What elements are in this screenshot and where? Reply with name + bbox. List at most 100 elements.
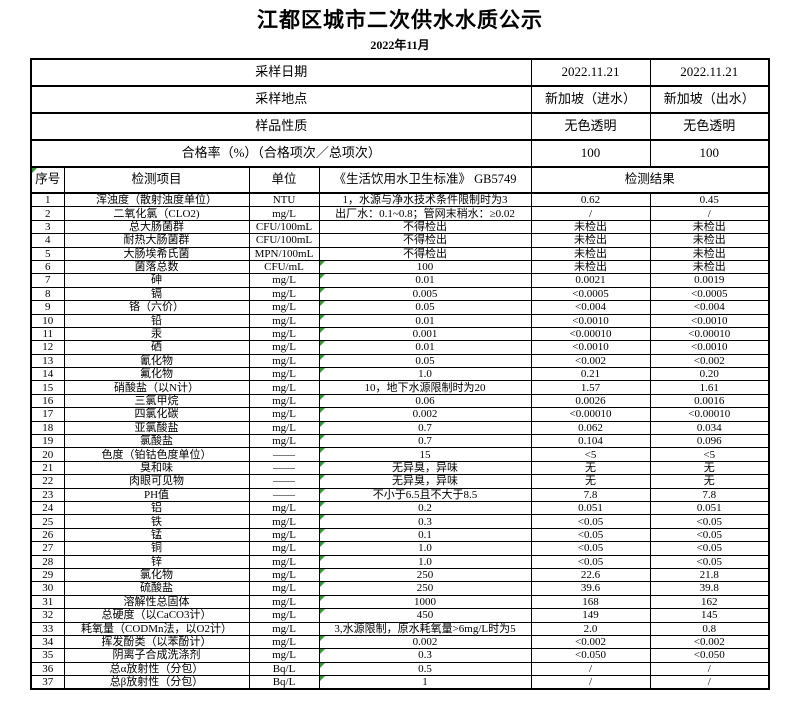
row-item: 臭和味 [63, 460, 250, 476]
row-standard: 250 [318, 567, 532, 583]
water-quality-notice: 江都区城市二次供水水质公示 2022年11月 采样日期 2022.11.21 2… [30, 8, 771, 691]
row-item: 挥发酚类（以苯酚计） [63, 634, 250, 650]
sample-nature-label: 样品性质 [30, 112, 532, 141]
row-result-outlet: 0.096 [649, 434, 770, 449]
row-result-inlet: <0.05 [530, 541, 651, 556]
table-row: 22 肉眼可见物 —— 无异臭，异味无无 [30, 474, 770, 489]
row-result-inlet: <0.00010 [530, 326, 651, 342]
table-row: 13 氰化物 mg/L 0.05 <0.002 <0.002 [30, 353, 770, 369]
row-item: 硝酸盐（以N计） [63, 380, 250, 395]
row-result-outlet: 未检出 [649, 259, 770, 275]
row-result-inlet: 2.0 [530, 621, 651, 636]
sampling-date-inlet: 2022.11.21 [530, 58, 651, 87]
row-result-inlet: 22.6 [530, 567, 651, 583]
row-standard: 0.3 [318, 648, 532, 663]
row-standard: 250 [318, 581, 532, 596]
row-item: 硫酸盐 [63, 581, 250, 596]
row-no: 25 [30, 514, 65, 529]
row-unit: mg/L [248, 500, 320, 516]
table-row: 4 耐热大肠菌群 CFU/100mL 不得检出 未检出 未检出 [30, 233, 770, 248]
row-item: 二氧化氯（CLO2) [63, 206, 250, 221]
row-no: 23 [30, 487, 65, 502]
row-result-outlet: 21.8 [649, 567, 770, 583]
row-standard: 15 [318, 447, 532, 462]
info-row-sampling-date: 采样日期 2022.11.21 2022.11.21 [30, 58, 770, 87]
row-standard: 0.3 [318, 514, 532, 529]
row-unit: Bq/L [248, 675, 320, 690]
row-standard: 不得检出 [318, 233, 532, 248]
row-result-outlet: <0.05 [649, 527, 770, 543]
table-row: 31 溶解性总固体 mg/L 1000 168 162 [30, 594, 770, 610]
row-result-outlet: <0.00010 [649, 326, 770, 342]
table-row: 20 色度（铂钴色度单位） —— 15 <5 <5 [30, 447, 770, 462]
table-row: 7 砷 mg/L 0.01 0.0021 0.0019 [30, 273, 770, 288]
row-no: 6 [30, 259, 65, 275]
row-result-outlet: <0.05 [649, 541, 770, 556]
table-row: 17 四氯化碳 mg/L 0.002 <0.00010 <0.00010 [30, 407, 770, 422]
row-standard: 0.7 [318, 420, 532, 436]
row-item: 总硬度（以CaCO3计） [63, 608, 250, 623]
row-standard: 不得检出 [318, 219, 532, 235]
row-item: 镉 [63, 286, 250, 302]
row-item: 溶解性总固体 [63, 594, 250, 610]
row-no: 26 [30, 527, 65, 543]
row-unit: MPN/100mL [248, 246, 320, 261]
row-item: 汞 [63, 326, 250, 342]
row-standard: 0.01 [318, 273, 532, 288]
row-unit: CFU/100mL [248, 219, 320, 235]
info-row-sample-nature: 样品性质 无色透明 无色透明 [30, 112, 770, 141]
row-standard: 1.0 [318, 554, 532, 569]
row-no: 30 [30, 581, 65, 596]
row-result-outlet: / [649, 661, 770, 677]
row-no: 35 [30, 648, 65, 663]
row-unit: mg/L [248, 367, 320, 382]
row-no: 33 [30, 621, 65, 636]
row-item: 阴离子合成洗涤剂 [63, 648, 250, 663]
row-result-outlet: 0.8 [649, 621, 770, 636]
row-item: 四氯化碳 [63, 407, 250, 422]
table-row: 8 镉 mg/L 0.005 <0.0005 <0.0005 [30, 286, 770, 302]
row-standard: 450 [318, 608, 532, 623]
row-item: 总β放射性（分包） [63, 675, 250, 690]
pass-rate-label: 合格率（%）（合格项次／总项次） [30, 139, 532, 168]
page-title: 江都区城市二次供水水质公示 [257, 8, 543, 32]
row-unit: mg/L [248, 567, 320, 583]
row-result-inlet: 未检出 [530, 259, 651, 275]
row-result-inlet: / [530, 661, 651, 677]
col-header-unit: 单位 [248, 166, 320, 194]
table-row: 21 臭和味 —— 无异臭，异味无无 [30, 460, 770, 476]
row-unit: mg/L [248, 608, 320, 623]
row-no: 13 [30, 353, 65, 369]
row-no: 9 [30, 300, 65, 315]
row-result-inlet: 无 [530, 474, 651, 489]
row-unit: CFU/100mL [248, 233, 320, 248]
row-result-inlet: <5 [530, 447, 651, 462]
row-standard: 1000 [318, 594, 532, 610]
row-no: 22 [30, 474, 65, 489]
row-standard: 0.06 [318, 393, 532, 409]
row-unit: CFU/mL [248, 259, 320, 275]
row-result-outlet: 未检出 [649, 219, 770, 235]
table-row: 19 氯酸盐 mg/L 0.7 0.104 0.096 [30, 434, 770, 449]
row-result-outlet: 1.61 [649, 380, 770, 395]
row-unit: mg/L [248, 407, 320, 422]
row-standard: 1.0 [318, 367, 532, 382]
table-row: 6 菌落总数 CFU/mL 100 未检出 未检出 [30, 259, 770, 275]
row-result-outlet: <0.0010 [649, 340, 770, 355]
row-no: 5 [30, 246, 65, 261]
row-no: 19 [30, 434, 65, 449]
row-item: 耗氧量（CODMn法，以O2计） [63, 621, 250, 636]
row-no: 34 [30, 634, 65, 650]
row-no: 24 [30, 500, 65, 516]
row-unit: mg/L [248, 648, 320, 663]
col-header-standard: 《生活饮用水卫生标准》 GB5749 [318, 166, 532, 194]
sample-nature-inlet: 无色透明 [530, 112, 651, 141]
table-row: 2 二氧化氯（CLO2) mg/L 出厂水：0.1~0.8；管网末稍水：≥0.02// [30, 206, 770, 221]
row-result-inlet: 149 [530, 608, 651, 623]
row-result-outlet: 未检出 [649, 233, 770, 248]
row-unit: NTU [248, 192, 320, 208]
row-result-outlet: 0.0016 [649, 393, 770, 409]
row-result-inlet: <0.004 [530, 300, 651, 315]
row-no: 2 [30, 206, 65, 221]
row-result-inlet: 未检出 [530, 233, 651, 248]
